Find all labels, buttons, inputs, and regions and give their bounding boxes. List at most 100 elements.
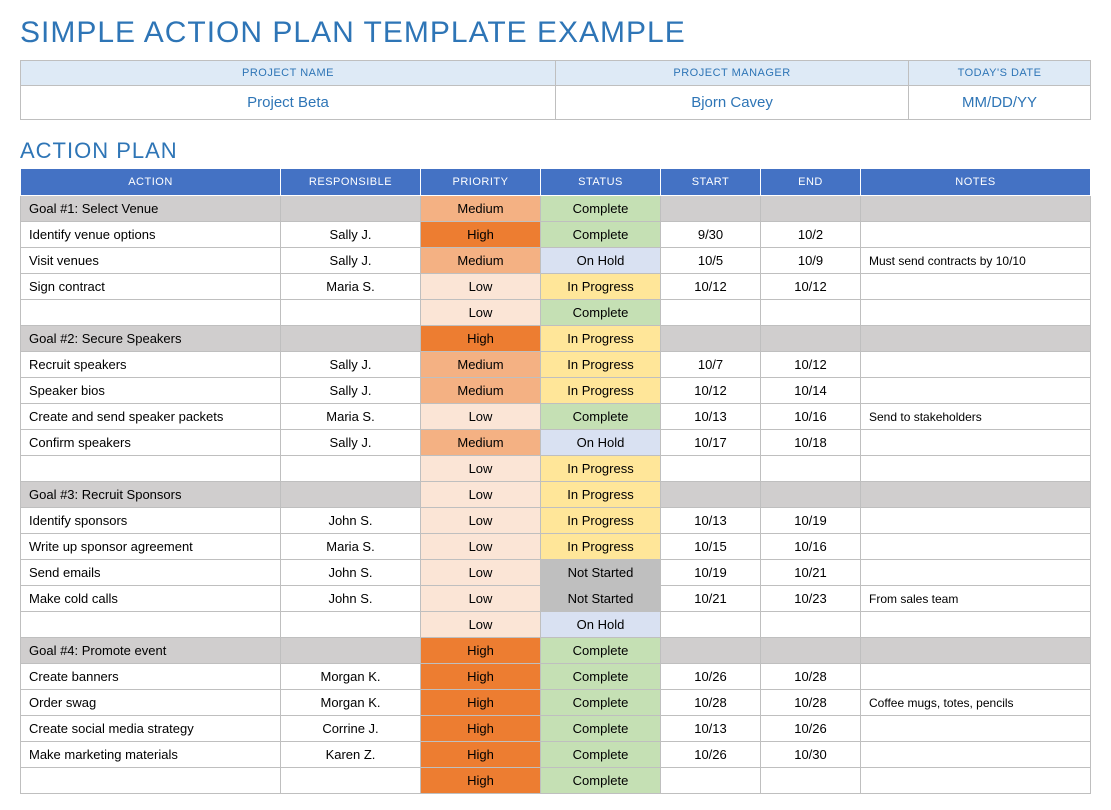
status-cell[interactable]: In Progress bbox=[541, 326, 661, 352]
end-cell[interactable]: 10/30 bbox=[761, 742, 861, 768]
priority-cell[interactable]: Medium bbox=[421, 248, 541, 274]
end-cell[interactable]: 10/28 bbox=[761, 664, 861, 690]
notes-cell[interactable] bbox=[861, 742, 1091, 768]
action-cell[interactable]: Write up sponsor agreement bbox=[21, 534, 281, 560]
priority-cell[interactable]: Medium bbox=[421, 430, 541, 456]
end-cell[interactable] bbox=[761, 196, 861, 222]
status-cell[interactable]: Complete bbox=[541, 664, 661, 690]
status-cell[interactable]: Complete bbox=[541, 768, 661, 794]
start-cell[interactable] bbox=[661, 768, 761, 794]
responsible-cell[interactable]: John S. bbox=[281, 508, 421, 534]
notes-cell[interactable] bbox=[861, 274, 1091, 300]
action-cell[interactable]: Speaker bios bbox=[21, 378, 281, 404]
status-cell[interactable]: In Progress bbox=[541, 352, 661, 378]
responsible-cell[interactable] bbox=[281, 196, 421, 222]
end-cell[interactable] bbox=[761, 612, 861, 638]
priority-cell[interactable]: High bbox=[421, 638, 541, 664]
priority-cell[interactable]: High bbox=[421, 768, 541, 794]
start-cell[interactable] bbox=[661, 482, 761, 508]
responsible-cell[interactable]: Sally J. bbox=[281, 222, 421, 248]
end-cell[interactable]: 10/16 bbox=[761, 534, 861, 560]
responsible-cell[interactable]: Maria S. bbox=[281, 404, 421, 430]
meta-value-project-manager[interactable]: Bjorn Cavey bbox=[556, 86, 909, 120]
action-cell[interactable]: Confirm speakers bbox=[21, 430, 281, 456]
priority-cell[interactable]: Low bbox=[421, 404, 541, 430]
notes-cell[interactable] bbox=[861, 456, 1091, 482]
status-cell[interactable]: In Progress bbox=[541, 534, 661, 560]
action-cell[interactable] bbox=[21, 456, 281, 482]
priority-cell[interactable]: Low bbox=[421, 300, 541, 326]
status-cell[interactable]: In Progress bbox=[541, 482, 661, 508]
action-cell[interactable]: Identify sponsors bbox=[21, 508, 281, 534]
action-cell[interactable]: Make marketing materials bbox=[21, 742, 281, 768]
notes-cell[interactable]: Must send contracts by 10/10 bbox=[861, 248, 1091, 274]
start-cell[interactable]: 10/12 bbox=[661, 378, 761, 404]
action-cell[interactable]: Goal #4: Promote event bbox=[21, 638, 281, 664]
notes-cell[interactable] bbox=[861, 300, 1091, 326]
status-cell[interactable]: Complete bbox=[541, 196, 661, 222]
action-cell[interactable]: Identify venue options bbox=[21, 222, 281, 248]
start-cell[interactable]: 10/15 bbox=[661, 534, 761, 560]
status-cell[interactable]: In Progress bbox=[541, 508, 661, 534]
notes-cell[interactable]: From sales team bbox=[861, 586, 1091, 612]
action-cell[interactable] bbox=[21, 300, 281, 326]
status-cell[interactable]: In Progress bbox=[541, 378, 661, 404]
responsible-cell[interactable]: John S. bbox=[281, 586, 421, 612]
action-cell[interactable]: Create banners bbox=[21, 664, 281, 690]
action-cell[interactable]: Send emails bbox=[21, 560, 281, 586]
action-cell[interactable]: Create and send speaker packets bbox=[21, 404, 281, 430]
end-cell[interactable] bbox=[761, 768, 861, 794]
status-cell[interactable]: Complete bbox=[541, 404, 661, 430]
end-cell[interactable]: 10/2 bbox=[761, 222, 861, 248]
responsible-cell[interactable]: Sally J. bbox=[281, 248, 421, 274]
priority-cell[interactable]: Low bbox=[421, 508, 541, 534]
start-cell[interactable] bbox=[661, 196, 761, 222]
status-cell[interactable]: On Hold bbox=[541, 248, 661, 274]
end-cell[interactable]: 10/9 bbox=[761, 248, 861, 274]
action-cell[interactable]: Recruit speakers bbox=[21, 352, 281, 378]
start-cell[interactable] bbox=[661, 612, 761, 638]
start-cell[interactable]: 10/5 bbox=[661, 248, 761, 274]
end-cell[interactable]: 10/23 bbox=[761, 586, 861, 612]
status-cell[interactable]: On Hold bbox=[541, 612, 661, 638]
action-cell[interactable]: Make cold calls bbox=[21, 586, 281, 612]
responsible-cell[interactable]: Sally J. bbox=[281, 378, 421, 404]
responsible-cell[interactable] bbox=[281, 612, 421, 638]
start-cell[interactable] bbox=[661, 300, 761, 326]
responsible-cell[interactable]: Corrine J. bbox=[281, 716, 421, 742]
action-cell[interactable]: Goal #3: Recruit Sponsors bbox=[21, 482, 281, 508]
priority-cell[interactable]: Low bbox=[421, 482, 541, 508]
priority-cell[interactable]: Medium bbox=[421, 196, 541, 222]
end-cell[interactable] bbox=[761, 456, 861, 482]
notes-cell[interactable] bbox=[861, 482, 1091, 508]
priority-cell[interactable]: Medium bbox=[421, 352, 541, 378]
status-cell[interactable]: Not Started bbox=[541, 586, 661, 612]
notes-cell[interactable] bbox=[861, 196, 1091, 222]
notes-cell[interactable] bbox=[861, 534, 1091, 560]
status-cell[interactable]: In Progress bbox=[541, 274, 661, 300]
action-cell[interactable]: Sign contract bbox=[21, 274, 281, 300]
priority-cell[interactable]: Low bbox=[421, 534, 541, 560]
status-cell[interactable]: Complete bbox=[541, 222, 661, 248]
status-cell[interactable]: Complete bbox=[541, 638, 661, 664]
end-cell[interactable] bbox=[761, 638, 861, 664]
responsible-cell[interactable]: Sally J. bbox=[281, 352, 421, 378]
priority-cell[interactable]: Low bbox=[421, 560, 541, 586]
start-cell[interactable]: 10/26 bbox=[661, 742, 761, 768]
notes-cell[interactable] bbox=[861, 768, 1091, 794]
end-cell[interactable]: 10/12 bbox=[761, 274, 861, 300]
notes-cell[interactable] bbox=[861, 222, 1091, 248]
notes-cell[interactable] bbox=[861, 612, 1091, 638]
notes-cell[interactable] bbox=[861, 664, 1091, 690]
start-cell[interactable]: 9/30 bbox=[661, 222, 761, 248]
action-cell[interactable] bbox=[21, 612, 281, 638]
priority-cell[interactable]: High bbox=[421, 664, 541, 690]
responsible-cell[interactable]: Morgan K. bbox=[281, 664, 421, 690]
priority-cell[interactable]: Low bbox=[421, 586, 541, 612]
end-cell[interactable] bbox=[761, 300, 861, 326]
priority-cell[interactable]: Low bbox=[421, 274, 541, 300]
responsible-cell[interactable] bbox=[281, 456, 421, 482]
notes-cell[interactable]: Coffee mugs, totes, pencils bbox=[861, 690, 1091, 716]
notes-cell[interactable] bbox=[861, 352, 1091, 378]
notes-cell[interactable] bbox=[861, 508, 1091, 534]
